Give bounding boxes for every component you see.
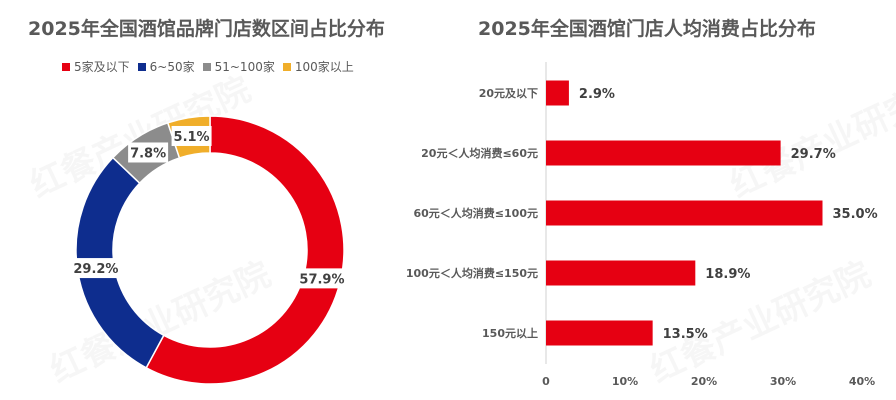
legend-label: 5家及以下	[74, 60, 130, 74]
legend-item: 6~50家	[137, 58, 195, 75]
legend-item: 100家以上	[282, 58, 354, 75]
bar-value-label: 35.0%	[833, 207, 878, 222]
category-label: 60元＜人均消费≤100元	[414, 206, 539, 220]
category-label: 150元以上	[482, 326, 538, 340]
bar-value-label: 13.5%	[663, 327, 708, 342]
bar	[546, 80, 569, 106]
x-tick-label: 0	[542, 375, 550, 388]
x-tick-label: 10%	[612, 375, 638, 388]
legend-item: 5家及以下	[62, 58, 130, 75]
data-label: 5.1%	[174, 130, 210, 145]
legend-label: 51~100家	[214, 60, 275, 74]
bar	[546, 260, 696, 286]
donut-title: 2025年全国酒馆品牌门店数区间占比分布	[28, 18, 385, 40]
category-label: 100元＜人均消费≤150元	[406, 266, 538, 280]
donut-slice	[145, 115, 345, 385]
legend-label: 100家以上	[294, 60, 354, 74]
x-tick-label: 20%	[691, 375, 717, 388]
bar-value-label: 18.9%	[705, 267, 750, 282]
category-label: 20元及以下	[479, 87, 538, 100]
data-label-box	[297, 268, 346, 289]
bar	[546, 320, 653, 346]
bar-title: 2025年全国酒馆门店人均消费占比分布	[478, 18, 816, 40]
legend-swatch	[62, 62, 70, 71]
legend-label: 6~50家	[149, 60, 195, 74]
data-label: 7.8%	[130, 146, 166, 161]
legend-swatch	[137, 62, 146, 71]
data-label-box	[71, 258, 120, 279]
data-label-box	[128, 142, 169, 163]
data-label: 29.2%	[73, 262, 118, 277]
x-tick-label: 40%	[849, 375, 875, 388]
x-tick-label: 30%	[770, 375, 796, 388]
legend: 5家及以下 6~50家 51~100家 100家以上	[62, 58, 354, 75]
data-label: 57.9%	[299, 272, 344, 287]
legend-swatch	[202, 62, 211, 71]
category-label: 20元＜人均消费≤60元	[421, 146, 538, 160]
bar	[546, 140, 781, 166]
legend-item: 51~100家	[202, 58, 275, 75]
legend-swatch	[282, 62, 291, 71]
bar-value-label: 29.7%	[791, 147, 836, 162]
bar-value-label: 2.9%	[579, 87, 615, 102]
data-label-box	[171, 125, 212, 146]
bar	[546, 200, 823, 226]
